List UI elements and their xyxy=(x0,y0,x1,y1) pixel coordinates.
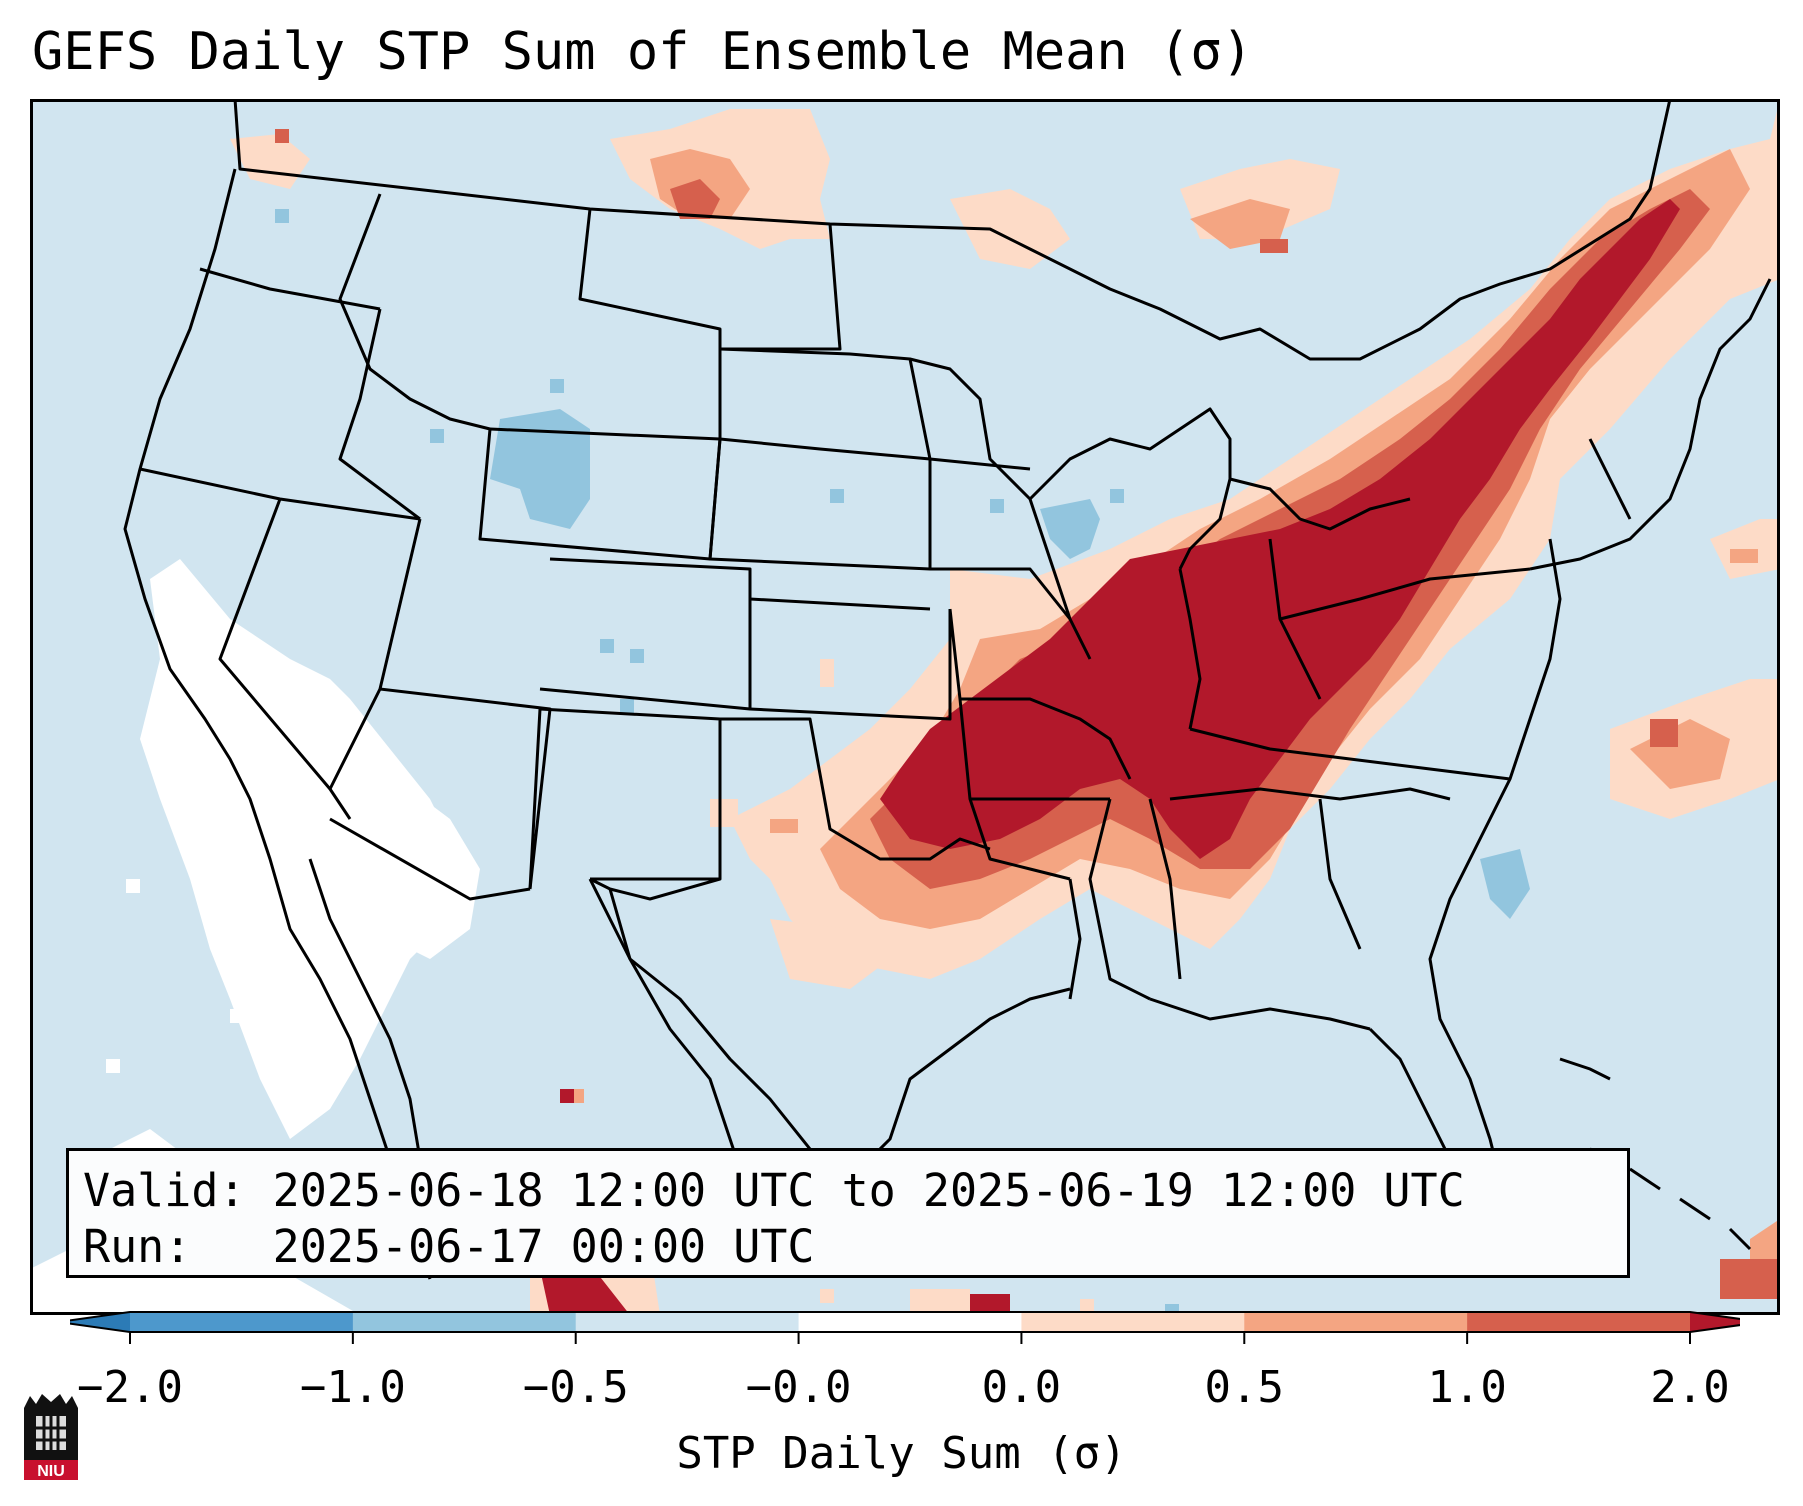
colorbar-segments xyxy=(70,1311,1740,1333)
colorbar-extend-high xyxy=(1690,1312,1740,1332)
colorbar-segment xyxy=(1021,1312,1245,1332)
colorbar-segment xyxy=(1467,1312,1691,1332)
colorbar-tick-label: −1.0 xyxy=(299,1362,406,1413)
colorbar-segment xyxy=(352,1312,577,1332)
colorbar-segment xyxy=(575,1312,800,1332)
negative-anomaly-patches xyxy=(275,209,1530,1315)
run-time-text: Run: 2025-06-17 00:00 UTC xyxy=(83,1220,815,1273)
colorbar-tick-label: 0.5 xyxy=(1204,1362,1285,1413)
colorbar-tick-label: −2.0 xyxy=(77,1362,183,1413)
niu-logo-icon: NIU xyxy=(24,1394,78,1480)
near-zero-region xyxy=(30,559,480,1315)
validity-info-box: Valid: 2025-06-18 12:00 UTC to 2025-06-1… xyxy=(66,1148,1630,1278)
logo-text: NIU xyxy=(37,1463,65,1480)
colorbar-tick-label: −0.0 xyxy=(745,1362,852,1413)
colorbar-segment xyxy=(130,1312,354,1332)
map-title: GEFS Daily STP Sum of Ensemble Mean (σ) xyxy=(32,22,1253,82)
colorbar-ticks xyxy=(129,1332,1691,1344)
colorbar-tick-label: 2.0 xyxy=(1650,1362,1730,1413)
colorbar-segment xyxy=(798,1312,1022,1332)
colorbar-label: STP Daily Sum (σ) xyxy=(676,1428,1127,1479)
colorbar-extend-low xyxy=(70,1312,130,1332)
stp-map xyxy=(30,99,1780,1315)
colorbar-tick-label: −0.5 xyxy=(522,1362,629,1413)
colorbar xyxy=(70,1311,1740,1344)
colorbar-tick-label: 1.0 xyxy=(1427,1362,1507,1413)
colorbar-tick-label: 0.0 xyxy=(981,1362,1062,1413)
valid-time-text: Valid: 2025-06-18 12:00 UTC to 2025-06-1… xyxy=(83,1164,1465,1217)
colorbar-segment xyxy=(1244,1312,1468,1332)
map-panel xyxy=(30,99,1780,1315)
